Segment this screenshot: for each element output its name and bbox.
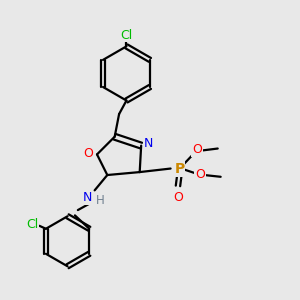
Text: O: O xyxy=(195,168,205,181)
Text: H: H xyxy=(96,194,105,207)
Text: N: N xyxy=(82,191,92,205)
Text: N: N xyxy=(144,137,153,150)
Text: O: O xyxy=(192,143,202,156)
Text: Cl: Cl xyxy=(120,29,133,42)
Text: O: O xyxy=(83,147,93,160)
Text: Cl: Cl xyxy=(26,218,38,231)
Text: P: P xyxy=(174,162,184,176)
Text: O: O xyxy=(173,191,183,204)
